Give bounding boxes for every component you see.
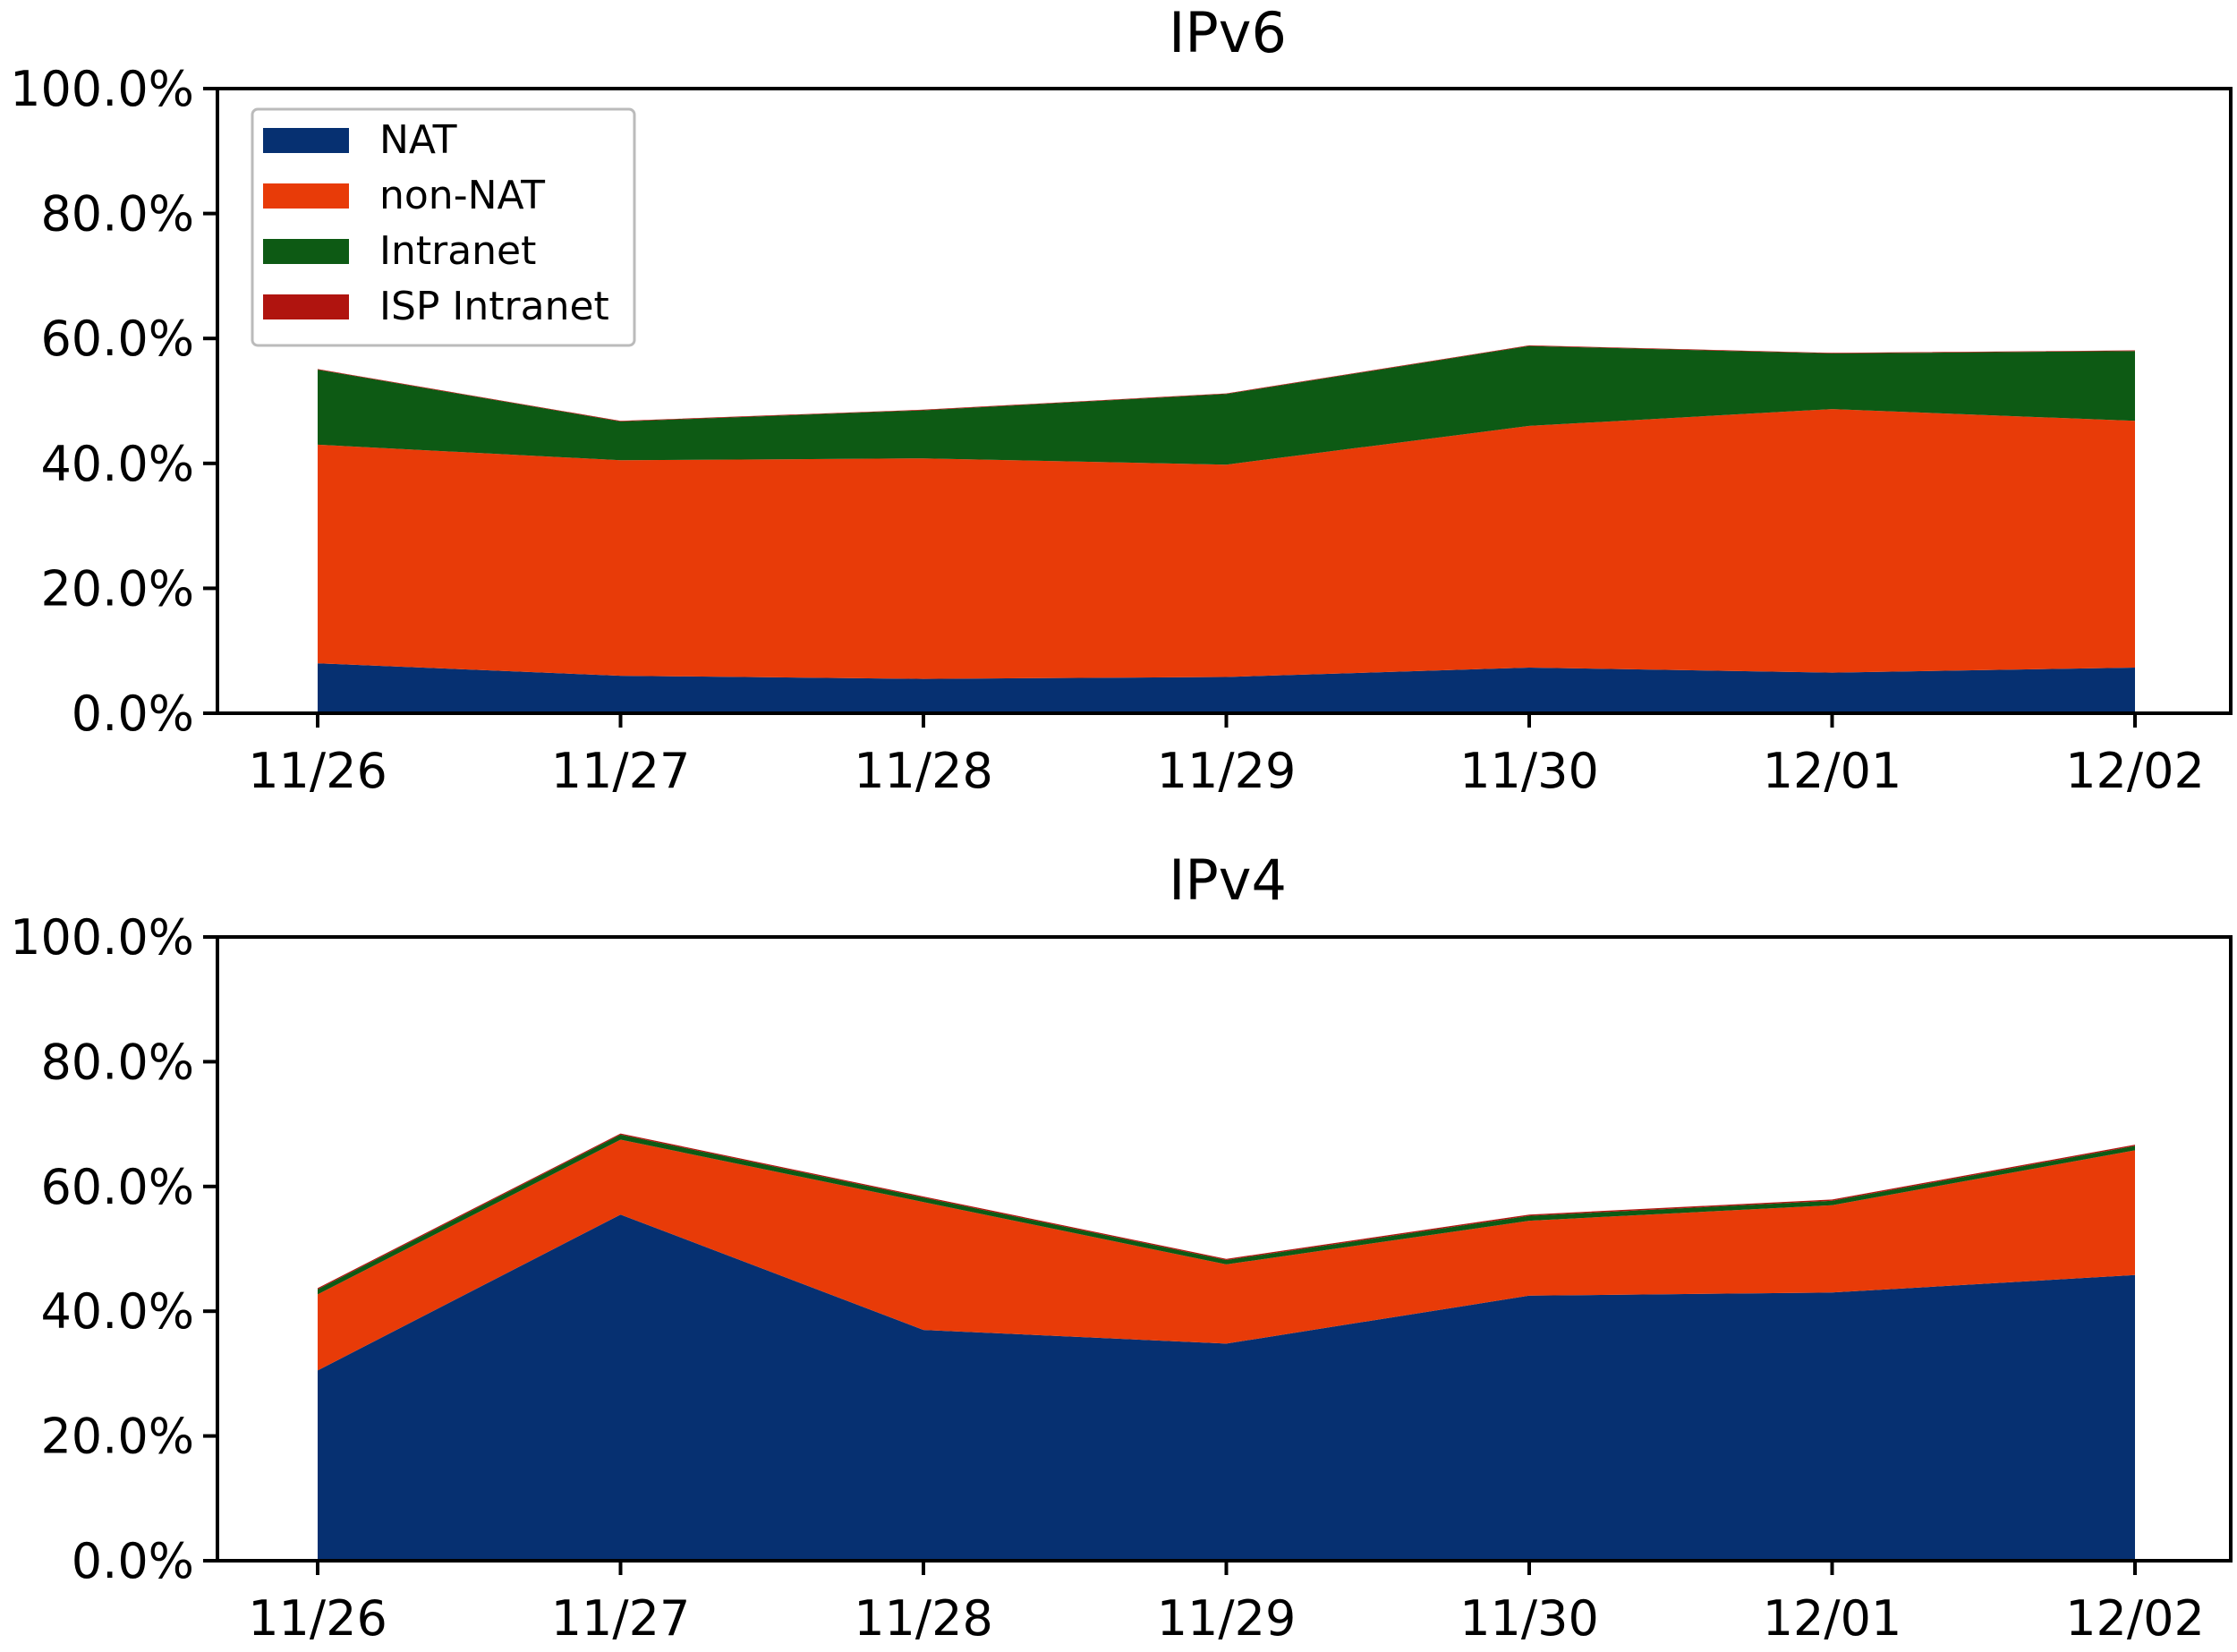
ipv4-x-tick-label: 12/01 [1763,1590,1902,1647]
ipv6-plot-frame [216,87,2233,715]
ipv4-y-tick-label: 0.0% [72,1533,194,1589]
legend-swatch-non-nat [263,183,349,209]
ipv4-x-tick-label: 11/30 [1459,1590,1599,1647]
ipv6-y-tick-label: 100.0% [10,61,194,117]
ipv6-area-nat [318,663,2135,713]
ipv4-y-tick-label: 100.0% [10,909,194,966]
ipv4-x-tick-label: 11/29 [1157,1590,1297,1647]
ipv6-area-intranet [318,345,2135,465]
ipv4-axis-ticks: 0.0% 20.0% 40.0% 60.0% 80.0% 100.0% 11/26 11/27… [10,909,2205,1647]
ipv6-y-tick-label: 80.0% [40,186,194,243]
ipv4-area-non-nat [318,1139,2135,1371]
legend-label-nat: NAT [379,117,457,163]
ipv4-x-tick-label: 11/26 [248,1590,387,1647]
ipv4-area-nat [318,1214,2135,1561]
ipv6-y-tick-label: 60.0% [40,311,194,367]
ipv6-axis-ticks: 0.0% 20.0% 40.0% 60.0% 80.0% 100.0% 11/26 11/27… [10,61,2205,799]
ipv4-x-tick-label: 11/28 [854,1590,993,1647]
ipv6-x-tick-label: 11/27 [551,743,691,799]
ipv6-x-tick-label: 12/02 [2065,743,2205,799]
ipv6-x-tick-label: 11/28 [854,743,993,799]
ipv6-area-layers [318,345,2135,713]
ipv6-x-tick-label: 11/29 [1157,743,1297,799]
ipv4-x-tick-label: 12/02 [2065,1590,2205,1647]
ipv4-plot-frame [216,935,2233,1563]
legend-box [251,107,636,347]
ipv4-y-tick-label: 40.0% [40,1283,194,1340]
ipv4-area-layers [318,1133,2135,1561]
ipv6-y-tick-label: 20.0% [40,560,194,617]
ipv6-panel: IPv6 0.0% 20.0% 40.0% 60.0% 80.0% 100.0% 11/26… [10,0,2233,799]
ipv4-panel: IPv4 0.0% 20.0% 40.0% 60.0% 80.0% 100.0% 11/26… [10,847,2233,1647]
ipv6-x-tick-label: 11/26 [248,743,387,799]
ipv6-x-tick-label: 11/30 [1459,743,1599,799]
ipv4-x-tick-label: 11/27 [551,1590,691,1647]
ipv4-chart-title: IPv4 [1169,847,1287,913]
ipv6-area-non-nat [318,409,2135,679]
ipv4-y-tick-label: 20.0% [40,1409,194,1465]
legend: NAT non-NAT Intranet ISP Intranet [251,107,636,347]
legend-label-non-nat: non-NAT [379,173,545,218]
ipv6-chart-title: IPv6 [1169,0,1287,65]
ipv4-y-tick-label: 80.0% [40,1034,194,1090]
legend-swatch-isp-intranet [263,294,349,319]
ipv4-y-tick-label: 60.0% [40,1159,194,1215]
ipv6-y-tick-label: 40.0% [40,436,194,492]
legend-swatch-nat [263,128,349,153]
ipv6-x-tick-label: 12/01 [1763,743,1902,799]
legend-swatch-intranet [263,239,349,264]
ipv4-area-intranet [318,1134,2135,1295]
ipv6-y-tick-label: 0.0% [72,685,194,742]
legend-label-isp-intranet: ISP Intranet [379,284,609,329]
legend-label-intranet: Intranet [379,228,536,274]
